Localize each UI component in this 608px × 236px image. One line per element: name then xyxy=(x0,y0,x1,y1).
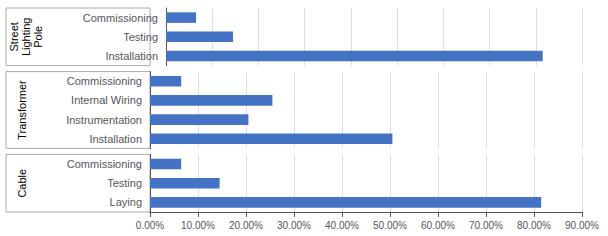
svg-text:60.00%: 60.00% xyxy=(421,220,455,231)
svg-text:Laying: Laying xyxy=(110,196,142,208)
svg-text:Installation: Installation xyxy=(105,50,158,62)
svg-text:Pole: Pole xyxy=(32,26,44,48)
svg-text:Lighting: Lighting xyxy=(20,18,32,57)
svg-text:50.00%: 50.00% xyxy=(373,220,407,231)
svg-text:Testing: Testing xyxy=(123,31,158,43)
svg-text:80.00%: 80.00% xyxy=(517,220,551,231)
svg-text:Instrumentation: Instrumentation xyxy=(66,114,142,126)
svg-text:Testing: Testing xyxy=(107,177,142,189)
svg-text:40.00%: 40.00% xyxy=(325,220,359,231)
svg-text:Transformer: Transformer xyxy=(16,80,28,140)
svg-text:Installation: Installation xyxy=(89,133,142,145)
svg-text:Internal Wiring: Internal Wiring xyxy=(71,94,142,106)
svg-text:Commissioning: Commissioning xyxy=(83,12,158,24)
svg-text:Commissioning: Commissioning xyxy=(67,158,142,170)
svg-text:70.00%: 70.00% xyxy=(469,220,503,231)
svg-text:0.00%: 0.00% xyxy=(136,220,164,231)
svg-text:20.00%: 20.00% xyxy=(229,220,263,231)
svg-text:Cable: Cable xyxy=(16,169,28,198)
svg-text:Commissioning: Commissioning xyxy=(67,75,142,87)
svg-text:Street: Street xyxy=(8,22,20,51)
svg-text:10.00%: 10.00% xyxy=(181,220,215,231)
svg-text:30.00%: 30.00% xyxy=(277,220,311,231)
svg-text:90.00%: 90.00% xyxy=(565,220,599,231)
